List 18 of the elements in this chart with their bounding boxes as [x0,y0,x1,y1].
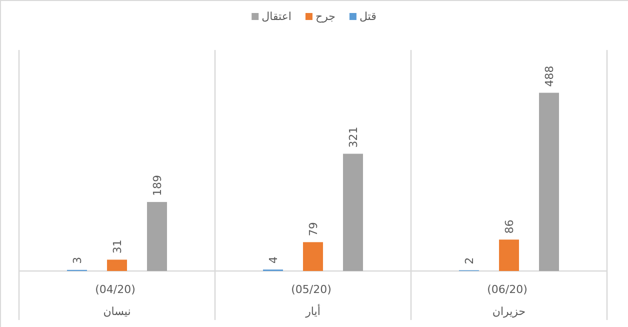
data-label: 3 [71,256,84,264]
data-label: 4 [267,256,280,264]
legend-label: جرح [315,10,336,23]
data-label: 86 [503,220,516,234]
data-label: 2 [463,257,476,264]
data-label: 189 [151,174,164,196]
bar [539,92,559,271]
bar [303,242,323,271]
data-label: 79 [307,222,320,236]
bar [147,202,167,271]
data-label: 488 [543,66,556,87]
bar [343,154,363,271]
bar [107,260,127,271]
legend-label: اعتقال [262,10,292,23]
bar [499,240,519,271]
legend-label: قتل [359,10,376,23]
data-label: 31 [111,240,124,254]
data-label: 321 [347,126,360,148]
